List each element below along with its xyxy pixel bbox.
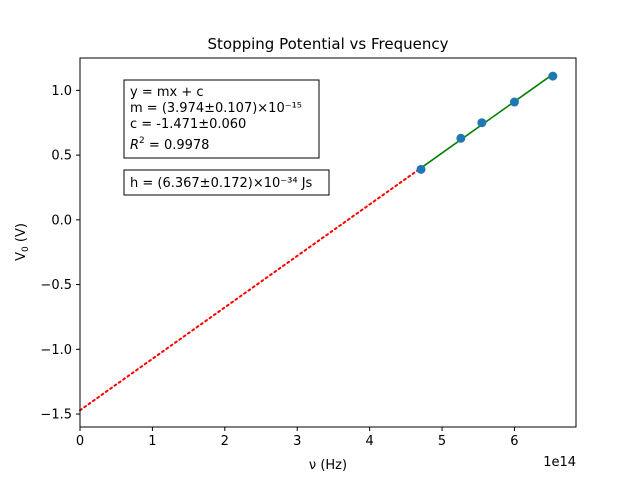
fit-equation-label: y = mx + c [130, 85, 204, 100]
planck-constant-label: h = (6.367±0.172)×10⁻³⁴ Js [130, 176, 313, 191]
y-tick-label: −1.5 [40, 408, 72, 423]
fit-line [420, 73, 554, 169]
x-tick-label: 5 [438, 434, 446, 449]
data-point [548, 71, 558, 81]
x-axis-label: ν (Hz) [309, 458, 347, 473]
planck-box-frame [123, 169, 330, 196]
y-axis-label-unit: (V) [14, 223, 29, 246]
y-axis-label: V0 (V) [14, 223, 31, 261]
y-tick-label: −0.5 [40, 278, 72, 293]
chart-title: Stopping Potential vs Frequency [207, 35, 448, 53]
extrapolation-line [79, 166, 423, 412]
data-point [456, 133, 466, 143]
y-tick-label: 0.5 [51, 149, 72, 164]
fit-intercept-label: c = -1.471±0.060 [130, 117, 246, 132]
y-axis-ticks: 1.0 0.5 0.0 −0.5 −1.0 −1.5 [40, 84, 80, 423]
fit-parameters-box: y = mx + c m = (3.974±0.107)×10⁻¹⁵ c = -… [123, 79, 320, 159]
series-layer [79, 71, 558, 412]
y-axis-label-subscript: 0 [21, 246, 31, 252]
x-tick-label: 0 [76, 434, 84, 449]
fit-r-squared-label: R2 = 0.9978 [130, 136, 209, 153]
fit-box-frame [123, 79, 320, 159]
data-point [477, 118, 487, 128]
r-squared-symbol: R [130, 138, 139, 153]
r-squared-value: = 0.9978 [145, 138, 210, 153]
r-squared-superscript: 2 [139, 136, 145, 146]
x-tick-label: 3 [293, 434, 301, 449]
x-axis-offset-label: 1e14 [543, 455, 576, 470]
plot-area [79, 57, 577, 428]
y-tick-label: −1.0 [40, 343, 72, 358]
data-point [509, 97, 519, 107]
fit-slope-label: m = (3.974±0.107)×10⁻¹⁵ [130, 101, 302, 116]
y-tick-label: 1.0 [51, 84, 72, 99]
x-tick-label: 6 [510, 434, 518, 449]
x-axis-ticks: 0 1 2 3 4 5 6 [76, 427, 519, 449]
y-axis-label-symbol: V [14, 252, 29, 261]
x-tick-label: 1 [148, 434, 156, 449]
axes-frame [79, 57, 577, 428]
x-tick-label: 2 [221, 434, 229, 449]
y-tick-label: 0.0 [51, 213, 72, 228]
x-tick-label: 4 [365, 434, 373, 449]
planck-constant-box: h = (6.367±0.172)×10⁻³⁴ Js [123, 169, 330, 196]
data-point [416, 164, 426, 174]
